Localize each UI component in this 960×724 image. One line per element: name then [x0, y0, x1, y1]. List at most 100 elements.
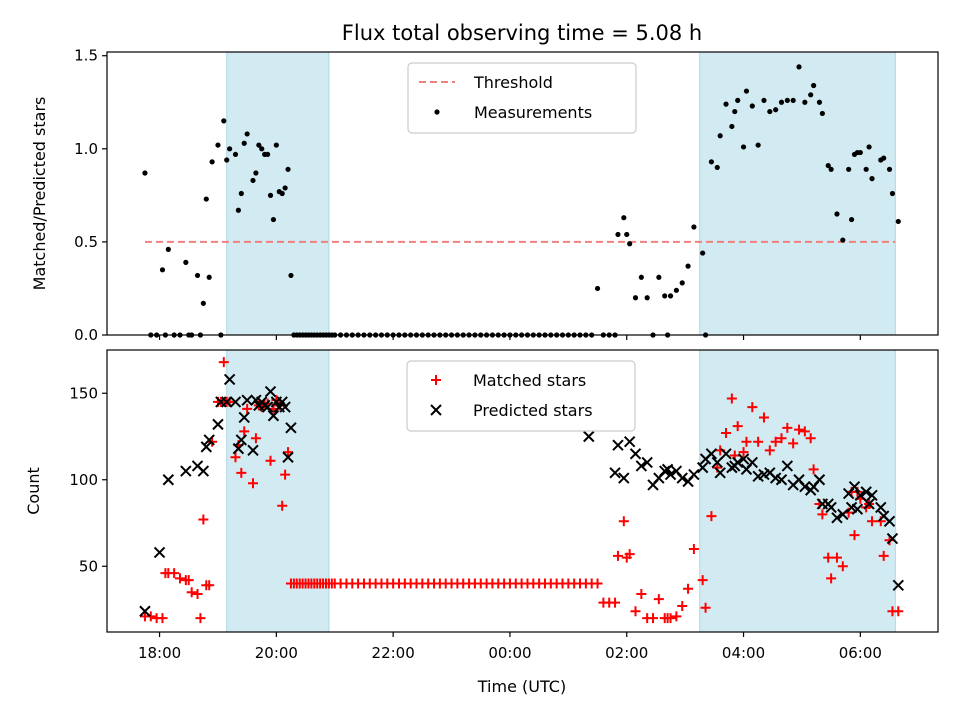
legend-box: [406, 360, 636, 432]
y-tick-label: 100: [69, 471, 98, 489]
y-tick-label: 50: [79, 557, 98, 575]
data-point: [629, 448, 642, 460]
data-point: [711, 456, 723, 469]
data-point: [688, 468, 700, 481]
data-point: [630, 606, 641, 617]
data-point: [621, 215, 627, 221]
data-point: [743, 88, 750, 94]
data-point: [232, 442, 245, 455]
data-point: [235, 434, 248, 446]
data-point: [849, 530, 860, 541]
y-tick-label: 0.0: [74, 326, 98, 344]
data-point: [737, 453, 750, 465]
data-point: [247, 444, 259, 457]
data-point: [282, 185, 288, 191]
data-point: [738, 447, 749, 458]
legend-marker: [434, 109, 440, 115]
data-point: [277, 500, 288, 511]
data-point: [594, 285, 601, 292]
data-point: [227, 146, 233, 152]
data-point: [826, 573, 837, 584]
data-point: [624, 231, 630, 238]
data-point: [823, 552, 834, 563]
data-point: [618, 472, 630, 484]
data-point: [183, 259, 189, 265]
data-point: [285, 166, 291, 172]
data-point: [165, 246, 171, 252]
data-point: [892, 579, 904, 591]
data-point: [238, 190, 244, 197]
data-point: [893, 606, 904, 617]
data-point: [221, 396, 233, 408]
data-point: [697, 575, 708, 586]
data-point: [279, 401, 291, 413]
data-point: [261, 401, 274, 413]
axes-frame: [106, 51, 939, 336]
data-point: [720, 448, 732, 460]
data-point: [665, 613, 676, 624]
data-point: [837, 561, 848, 572]
data-point: [705, 448, 718, 460]
data-point: [162, 474, 175, 486]
data-point: [212, 418, 224, 431]
data-point: [209, 159, 215, 165]
data-point: [200, 441, 212, 453]
x-tick-label: 20:00: [255, 644, 298, 662]
data-point: [200, 300, 206, 306]
data-point: [174, 573, 185, 584]
data-point: [819, 110, 825, 117]
data-point: [726, 393, 737, 404]
x-tick-label: 02:00: [605, 644, 648, 662]
data-point: [825, 501, 837, 514]
data-point: [583, 430, 595, 443]
data-point: [267, 192, 274, 198]
data-point: [799, 426, 810, 437]
data-point: [186, 587, 197, 598]
data-point: [224, 157, 230, 163]
data-point: [288, 272, 294, 279]
data-point: [265, 455, 276, 466]
data-point: [241, 394, 253, 406]
data-point: [685, 263, 691, 269]
data-point: [732, 421, 743, 432]
data-point: [662, 293, 668, 299]
data-point: [671, 611, 682, 622]
data-point: [618, 516, 629, 527]
data-point: [831, 512, 843, 524]
data-point: [247, 478, 258, 489]
data-point: [723, 101, 729, 107]
data-point: [747, 402, 758, 413]
data-point: [667, 293, 674, 299]
axes-frame: [106, 349, 939, 633]
data-point: [721, 428, 732, 439]
y-tick-label: 1.5: [74, 47, 98, 65]
data-point: [683, 583, 694, 594]
data-point: [848, 216, 855, 223]
data-point: [831, 552, 842, 563]
data-point: [706, 511, 717, 522]
data-point: [866, 144, 872, 150]
data-point: [250, 177, 256, 184]
data-point: [802, 99, 808, 105]
data-point: [612, 550, 623, 561]
data-point: [746, 456, 759, 469]
data-point: [761, 97, 767, 104]
legend: Threshold Measurements: [407, 62, 637, 134]
data-point: [142, 170, 148, 176]
data-point: [770, 436, 781, 447]
data-point: [159, 267, 166, 273]
data-point: [866, 489, 878, 502]
legend-label: Measurements: [474, 103, 592, 122]
data-point: [778, 99, 785, 105]
data-point: [244, 131, 250, 137]
data-point: [239, 426, 250, 437]
ratio-panel: 0.0 0.5 1.0 1.5 Matched/Predicted stars Thres…: [30, 47, 939, 344]
data-point: [653, 594, 664, 605]
shaded-interval-1: [699, 51, 896, 336]
data-point: [869, 176, 875, 182]
data-point: [811, 82, 817, 89]
data-point: [729, 123, 735, 130]
data-point: [612, 439, 624, 451]
x-tick-label: 04:00: [722, 644, 765, 662]
